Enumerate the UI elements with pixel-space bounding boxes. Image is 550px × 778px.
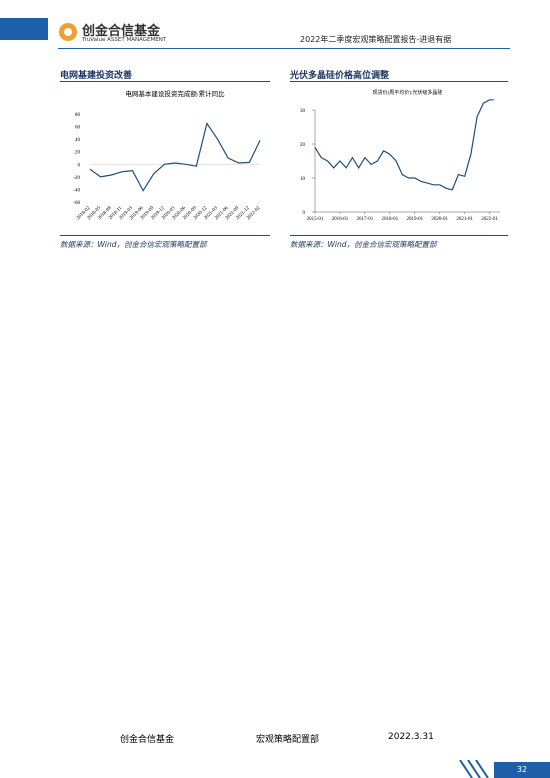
y-tick-label: 0 [78, 163, 81, 168]
rule [60, 81, 270, 82]
section-heading: 光伏多晶硅价格高位调整 [290, 71, 390, 81]
page-number: 32 [494, 762, 550, 778]
y-tick-label: 80 [75, 113, 81, 118]
y-tick-label: -20 [73, 176, 80, 181]
chart: 电网基本建设投资完成额:累计同比-60-40-200204060802018-0… [73, 89, 261, 221]
x-tick-label: 2017-01 [357, 217, 374, 222]
report-title: 2022年二季度宏观策略配置报告-进退有据 [300, 35, 452, 44]
header-rule [58, 48, 510, 49]
footer-stripes [459, 760, 489, 778]
section-heading: 电网基建投资改善 [60, 71, 133, 81]
x-tick-label: 2016-01 [332, 217, 349, 222]
company-en: TruValue ASSET MANAGEMENT [82, 37, 167, 43]
company: 创金合信基金 [82, 24, 161, 39]
footer-company: 创金合信基金 [120, 735, 175, 745]
x-tick-label: 2015-01 [307, 217, 324, 222]
y-tick-label: 40 [75, 138, 81, 143]
x-tick-label: 2019-01 [406, 217, 423, 222]
logo [59, 23, 77, 41]
header-bar [0, 18, 48, 40]
y-tick-label: 20 [75, 151, 81, 156]
y-tick-label: -40 [73, 188, 80, 193]
chart-title: 现货价(周平均价):光伏级多晶硅 [373, 89, 443, 96]
x-tick-label: 2018-01 [381, 217, 398, 222]
chart-title: 电网基本建设投资完成额:累计同比 [125, 89, 225, 98]
chart: 现货价(周平均价):光伏级多晶硅 0 10 20 30 2015-01 2016-01 201… [300, 89, 500, 222]
y-tick-label: 10 [300, 177, 306, 182]
y-tick-label: -60 [73, 201, 80, 206]
y-tick-label: 60 [75, 126, 81, 131]
rule [290, 81, 508, 82]
line [89, 121, 261, 192]
y-tick-label: 0 [303, 211, 306, 216]
x-tick-label: 2022-01 [481, 217, 498, 222]
x-tick-label: 2021-01 [456, 217, 473, 222]
footer-date: 2022.3.31 [388, 732, 434, 742]
line [314, 99, 494, 191]
source: 数据来源：Wind，创金合信宏观策略配置部 [290, 235, 508, 250]
footer-department: 宏观策略配置部 [256, 735, 320, 745]
y-tick-label: 30 [300, 109, 306, 114]
source: 数据来源：Wind，创金合信宏观策略配置部 [60, 235, 270, 250]
y-tick-label: 20 [300, 143, 306, 148]
x-tick-label: 2020-01 [431, 217, 448, 222]
